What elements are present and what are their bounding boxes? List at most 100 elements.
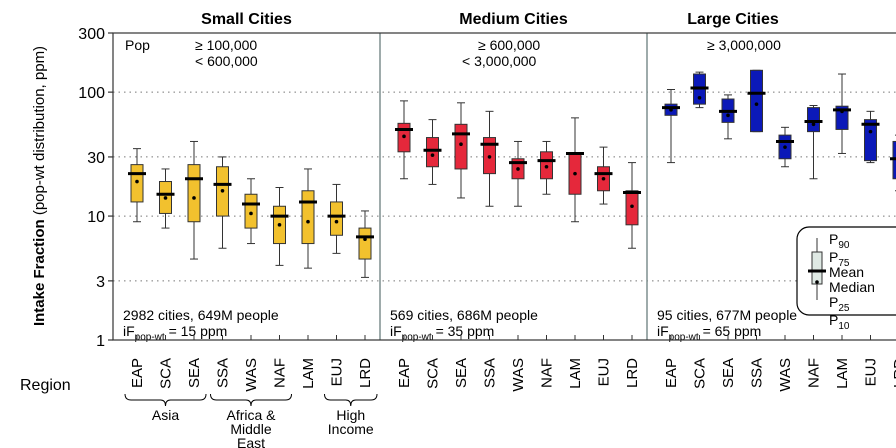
box-sca [426,137,439,168]
category-label: NAF [806,358,823,388]
y-tick-label: 30 [87,150,105,167]
panel-summary: 2982 cities, 649M people [123,307,279,323]
axis-layer: 1 3 10 30 100 300 Intake Fraction (pop-wt dist… [20,26,896,448]
legend-p75: P75 [829,249,850,269]
pop-range-min: ≥ 100,000 [195,37,257,53]
category-label: LAM [567,358,584,389]
group-africa-middle-east-label: Middle [230,421,271,437]
panel-summary: 95 cities, 677M people [657,307,797,323]
median-mark [840,109,844,114]
category-label: SSA [749,358,766,388]
pop-range-max: < 3,000,000 [462,53,537,69]
box-euj [330,201,343,236]
group-africa-middle-east-label: Africa & [226,407,276,423]
median-mark [697,96,702,100]
legend-box-sample [811,251,823,285]
plot-frame [112,32,896,341]
grid-layer [113,91,896,282]
box-lam [301,190,315,245]
y-tick-label: 1 [96,333,105,350]
median-mark [516,167,520,171]
group-africa-middle-east-label: East [237,435,265,448]
category-label: LAM [300,358,317,389]
median-mark [573,171,577,176]
group-asia-bracket [124,393,207,407]
median-mark [630,204,634,209]
panel-layer: Small Cities Pop ≥ 100,000< 600,000 2982 ci… [123,11,797,343]
category-label: LRD [891,358,896,388]
category-label: SCA [692,358,709,389]
median-mark [363,237,367,242]
y-axis-label: Intake Fraction (pop-wt distribution, pp… [31,46,48,326]
median-mark [601,176,606,181]
median-mark [334,219,339,224]
region-axis-label: Region [20,377,71,394]
category-label: SEA [186,358,203,388]
category-label: EUJ [329,358,346,386]
median-mark [277,223,282,227]
mark-layer [128,69,896,278]
legend-p90: P90 [829,231,850,251]
panel-summary: 569 cities, 686M people [390,307,538,323]
category-label: WAS [510,358,527,392]
category-label: WAS [777,358,794,392]
median-mark [783,145,787,149]
panel-if-value: iFpop-wt = 35 ppm [390,323,494,343]
category-label: SCA [158,358,175,389]
pop-label: Pop [125,37,150,53]
legend-median: Median [829,279,875,295]
category-label: EAP [129,358,146,388]
median-mark [192,196,196,200]
pop-range-min: ≥ 3,000,000 [707,37,781,53]
panel-if-value: iFpop-wt = 65 ppm [657,323,761,343]
y-tick-label: 100 [78,85,105,102]
legend-box [796,226,896,316]
panel-title: Large Cities [687,11,779,28]
category-label: SEA [453,358,470,388]
box-euj [864,119,877,162]
category-label: NAF [272,358,289,388]
median-mark [544,164,549,169]
pop-range-max: < 600,000 [195,53,258,69]
group-high-income-label: High [336,407,365,423]
median-mark [220,188,225,193]
panel-title: Medium Cities [459,11,568,28]
group-high-income-label: Income [328,421,374,437]
category-label: WAS [243,358,260,392]
category-label: SEA [720,358,737,388]
median-mark [487,155,492,159]
median-mark [135,179,139,184]
box-sea [187,164,201,223]
panel-title: Small Cities [201,11,292,28]
y-tick-label: 300 [78,26,105,43]
median-mark [459,142,463,147]
median-mark [163,196,168,200]
category-label: LRD [624,358,641,388]
y-tick-label: 10 [87,209,105,226]
category-label: SCA [425,358,442,389]
category-label: NAF [539,358,556,388]
category-label: LRD [357,358,374,388]
box-was [244,193,258,229]
category-label: EUJ [596,358,613,386]
median-mark [726,113,730,118]
group-asia-label: Asia [152,407,179,423]
median-mark [430,153,435,157]
category-label: EAP [396,358,413,388]
group-high-income-bracket [324,393,378,407]
median-mark [669,108,673,112]
y-tick-label: 3 [96,274,105,291]
category-label: LAM [834,358,851,389]
median-mark [754,102,759,106]
median-mark [868,129,873,134]
median-mark [306,219,310,224]
legend-median-mark [815,280,819,284]
box-sea [454,123,468,170]
median-mark [402,134,406,139]
box-lrd [358,227,372,260]
category-label: EUJ [863,358,880,386]
pop-range-min: ≥ 600,000 [478,37,540,53]
legend-p10: P10 [829,312,850,332]
